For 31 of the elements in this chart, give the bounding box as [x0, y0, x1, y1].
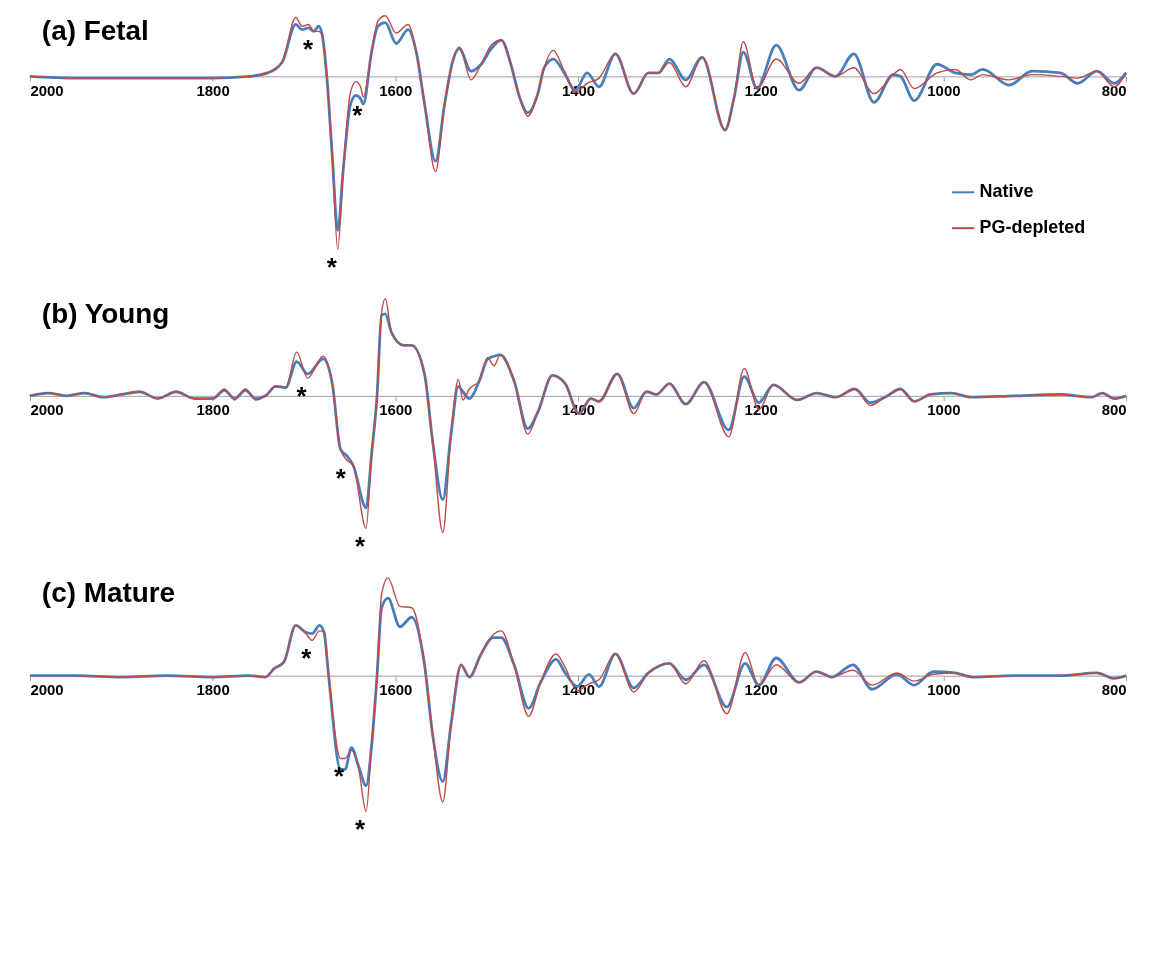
- x-tick-label: 1800: [196, 681, 230, 699]
- chart-title: (a) Fetal: [41, 15, 149, 47]
- x-tick-label: 1200: [744, 401, 778, 419]
- annotation: *: [355, 815, 367, 844]
- x-tick-label: 800: [1101, 81, 1127, 99]
- annotation: *: [335, 463, 347, 492]
- x-tick-label: 1000: [927, 81, 961, 99]
- annotation: *: [301, 644, 313, 673]
- x-tick-label: 1600: [379, 81, 413, 99]
- x-tick-label: 800: [1101, 401, 1127, 419]
- annotation: *: [302, 35, 314, 64]
- x-tick-label: 2000: [30, 81, 64, 99]
- x-tick-label: 2000: [30, 401, 64, 419]
- x-tick-label: 1600: [379, 681, 413, 699]
- legend-label: PG-depleted: [979, 217, 1086, 238]
- x-tick-label: 1800: [196, 401, 230, 419]
- x-tick-label: 1800: [196, 81, 230, 99]
- chart-title: (b) Young: [41, 298, 170, 330]
- legend-label: Native: [979, 181, 1034, 202]
- chart-title: (c) Mature: [41, 577, 176, 609]
- x-tick-label: 1600: [379, 401, 413, 419]
- annotation: *: [334, 762, 346, 791]
- annotation: *: [296, 381, 308, 410]
- annotation: *: [326, 253, 338, 282]
- x-tick-label: 1000: [927, 681, 961, 699]
- annotation: *: [355, 532, 367, 561]
- x-tick-label: 1000: [927, 401, 961, 419]
- x-tick-label: 1200: [744, 681, 778, 699]
- x-tick-label: 2000: [30, 681, 64, 699]
- x-tick-label: 800: [1101, 681, 1127, 699]
- annotation: *: [352, 101, 364, 130]
